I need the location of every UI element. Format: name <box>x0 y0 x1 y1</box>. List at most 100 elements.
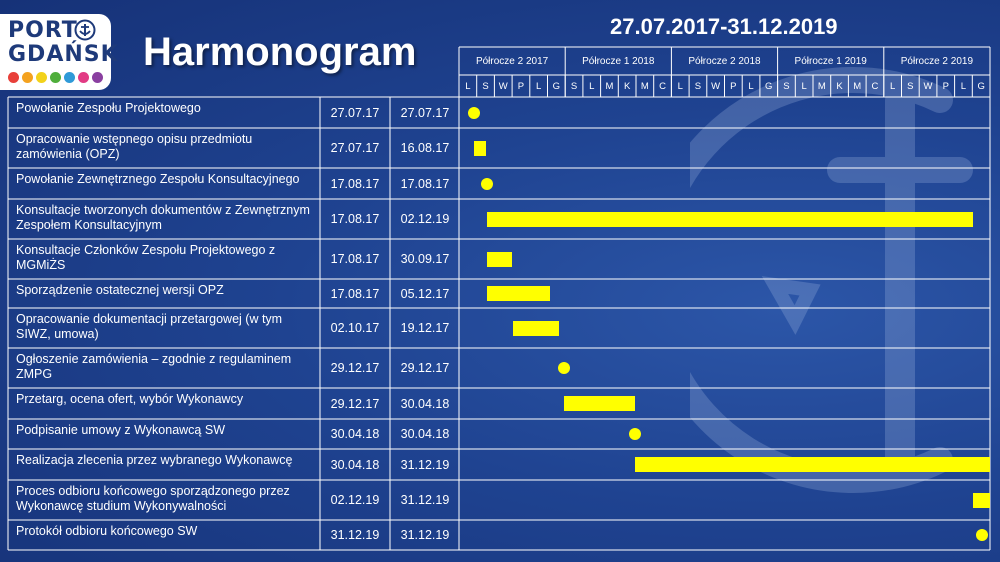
task-name: Opracowanie dokumentacji przetargowej (w… <box>16 312 283 341</box>
task-name: Powołanie Zespołu Projektowego <box>16 101 201 115</box>
logo-text-line1: PORT <box>8 18 78 43</box>
task-end-date: 31.12.19 <box>400 493 450 507</box>
task-end-date: 16.08.17 <box>400 141 450 155</box>
task-name: Proces odbioru końcowego sporządzonego p… <box>16 484 290 513</box>
gantt-milestone <box>976 529 988 541</box>
month-label: C <box>659 81 666 92</box>
task-name: Ogłoszenie zamówienia – zgodnie z regula… <box>16 352 292 381</box>
task-start-date: 02.10.17 <box>330 321 380 335</box>
page-title: Harmonogram <box>143 30 417 74</box>
gantt-bar <box>564 396 636 411</box>
month-label: S <box>570 81 578 92</box>
task-end-date: 02.12.19 <box>400 212 450 226</box>
logo-text-line2: GDAŃSK <box>8 42 119 67</box>
month-label: G <box>977 81 985 92</box>
month-label: M <box>640 81 649 92</box>
task-end-date: 19.12.17 <box>400 321 450 335</box>
port-gdansk-logo: PORT GDAŃSK <box>0 14 118 90</box>
task-start-date: 30.04.18 <box>330 427 380 441</box>
logo-dot <box>50 72 61 83</box>
gantt-bar <box>474 140 486 156</box>
month-label: G <box>552 81 561 92</box>
month-label: L <box>535 81 542 92</box>
task-end-date: 30.04.18 <box>400 427 450 441</box>
gantt-bar <box>513 320 559 336</box>
logo-dot <box>22 72 33 83</box>
task-end-date: 29.12.17 <box>400 361 450 375</box>
task-end-date: 27.07.17 <box>400 105 450 120</box>
month-label: S <box>482 81 489 92</box>
gantt-milestone <box>468 106 481 119</box>
gantt-milestone <box>558 362 571 374</box>
month-label: M <box>817 81 826 92</box>
task-name: Sporządzenie ostatecznej wersji OPZ <box>16 283 224 297</box>
gantt-bar <box>486 286 551 301</box>
month-label: C <box>871 81 879 92</box>
month-label: S <box>783 81 790 92</box>
month-label: P <box>942 81 949 92</box>
month-label: S <box>907 81 914 92</box>
period-label: Półrocze 2 2017 <box>475 56 549 67</box>
month-label: K <box>623 81 631 92</box>
logo-color-dots <box>8 72 103 83</box>
month-label: W <box>923 81 933 92</box>
task-end-date: 31.12.19 <box>400 457 450 472</box>
gantt-bar <box>635 457 990 472</box>
logo-dot <box>8 72 19 83</box>
task-start-date: 29.12.17 <box>330 361 380 375</box>
task-name: Realizacja zlecenia przez wybranego Wyko… <box>16 453 293 467</box>
gantt-milestone <box>629 428 642 440</box>
task-start-date: 17.08.17 <box>330 212 380 226</box>
period-label: Półrocze 2 2019 <box>900 56 974 67</box>
month-label: S <box>694 81 702 92</box>
gantt-bar <box>486 251 513 267</box>
gantt-bar <box>972 492 990 508</box>
task-end-date: 31.12.19 <box>400 528 450 542</box>
task-name: Konsultacje tworzonych dokumentów z Zewn… <box>16 203 310 232</box>
task-start-date: 29.12.17 <box>330 396 380 411</box>
task-start-date: 27.07.17 <box>330 141 380 155</box>
anchor-watermark-icon <box>690 67 973 493</box>
task-start-date: 31.12.19 <box>330 528 380 542</box>
month-label: L <box>889 81 896 92</box>
anchor-icon <box>74 19 96 41</box>
month-label: L <box>960 81 967 92</box>
task-end-date: 05.12.17 <box>400 286 450 301</box>
task-start-date: 17.08.17 <box>330 176 380 191</box>
logo-dot <box>92 72 103 83</box>
task-name: Powołanie Zewnętrznego Zespołu Konsultac… <box>16 172 300 186</box>
task-name: Opracowanie wstępnego opisu przedmiotu z… <box>16 132 253 161</box>
month-label: P <box>517 81 525 92</box>
task-name: Protokół odbioru końcowego SW <box>16 524 198 538</box>
month-label: L <box>801 81 807 92</box>
logo-dot <box>36 72 47 83</box>
period-label: Półrocze 1 2018 <box>582 56 655 67</box>
month-label: G <box>765 81 773 92</box>
task-start-date: 17.08.17 <box>330 286 380 301</box>
task-name: Przetarg, ocena ofert, wybór Wykonawcy <box>16 392 244 406</box>
month-label: M <box>853 81 862 92</box>
date-range: 27.07.2017-31.12.2019 <box>610 14 838 39</box>
month-label: L <box>748 81 754 92</box>
logo-dot <box>78 72 89 83</box>
logo-dot <box>64 72 75 83</box>
period-label: Półrocze 1 2019 <box>794 56 867 67</box>
month-label: L <box>677 81 683 92</box>
month-label: W <box>498 81 508 92</box>
month-label: M <box>605 81 614 92</box>
task-name: Konsultacje Członków Zespołu Projektoweg… <box>16 243 276 272</box>
month-label: L <box>589 81 595 92</box>
task-start-date: 17.08.17 <box>330 252 380 266</box>
month-label: W <box>711 81 721 92</box>
task-end-date: 30.04.18 <box>400 396 450 411</box>
task-end-date: 30.09.17 <box>400 252 450 266</box>
month-label: K <box>836 81 843 92</box>
task-start-date: 30.04.18 <box>330 457 380 472</box>
gantt-bar <box>486 211 973 227</box>
task-end-date: 17.08.17 <box>400 176 450 191</box>
month-label: L <box>465 81 471 92</box>
month-label: P <box>730 81 737 92</box>
task-start-date: 02.12.19 <box>330 493 380 507</box>
